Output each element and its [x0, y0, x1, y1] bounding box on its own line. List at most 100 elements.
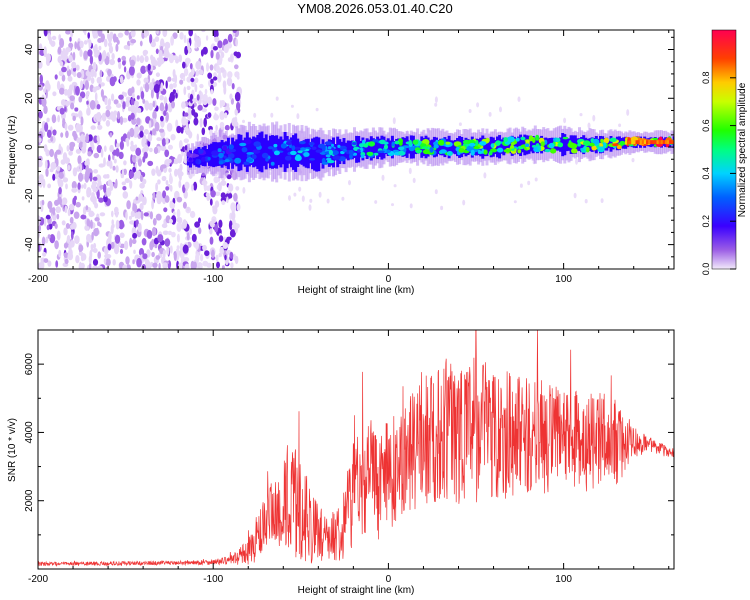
- heatmap-noise-cell: [94, 86, 101, 91]
- heatmap-noise-cell: [118, 94, 124, 100]
- heatmap-noise-cell: [178, 54, 183, 63]
- heatmap-band-cell: [291, 145, 296, 151]
- heatmap-noise-cell: [62, 177, 69, 183]
- heatmap-noise-cell: [47, 234, 51, 239]
- heatmap-band-cell: [222, 145, 228, 151]
- heatmap-band-cell: [246, 152, 254, 155]
- heatmap-noise-cell: [65, 130, 69, 139]
- heatmap-noise-cell: [165, 102, 168, 112]
- colorbar-ticks: 0.0 0.2 0.4 0.6 0.8: [701, 72, 736, 275]
- heatmap-band-cell: [228, 144, 234, 150]
- heatmap-noise-cell: [139, 182, 145, 189]
- heatmap-noise-cell: [186, 232, 190, 241]
- heatmap-band-core: [453, 140, 457, 155]
- heatmap-noise-cell: [513, 200, 517, 204]
- heatmap-noise-cell: [154, 244, 158, 249]
- heatmap-band-core: [283, 132, 287, 172]
- heatmap-band-core: [233, 141, 237, 165]
- heatmap-noise-cell: [631, 158, 635, 163]
- heatmap-noise-cell: [54, 223, 58, 229]
- heatmap-band-cell: [217, 148, 222, 153]
- heatmap-noise-cell: [69, 216, 74, 224]
- heatmap-noise-cell: [211, 219, 216, 224]
- heatmap-band-core: [397, 138, 401, 156]
- heatmap-noise-cell: [341, 196, 345, 201]
- heatmap-noise-cell: [195, 60, 202, 70]
- heatmap-noise-cell: [86, 100, 89, 105]
- heatmap-band-cell: [415, 149, 422, 154]
- heatmap-noise-cell: [119, 140, 124, 150]
- heatmap-noise-cell: [235, 223, 240, 229]
- heatmap-noise-cell: [138, 193, 144, 202]
- heatmap-noise-cell: [136, 257, 142, 268]
- heatmap-noise-cell: [87, 49, 93, 57]
- heatmap-noise-cell: [92, 248, 98, 253]
- heatmap-noise-cell: [203, 177, 206, 187]
- heatmap-noise-cell: [141, 264, 147, 269]
- heatmap-noise-cell: [206, 262, 212, 268]
- heatmap-noise-cell: [74, 235, 80, 245]
- snr-y-tick-label: 4000: [24, 421, 35, 444]
- heatmap-noise-cell: [160, 164, 167, 169]
- heatmap-noise-cell: [75, 255, 80, 264]
- heatmap-noise-cell: [233, 192, 238, 202]
- heatmap-noise-cell: [534, 177, 538, 182]
- heatmap-noise-cell: [99, 69, 103, 78]
- heatmap-noise-cell: [163, 207, 168, 213]
- heatmap-band-cell: [327, 160, 335, 164]
- heatmap-noise-cell: [126, 264, 131, 269]
- heatmap-band-cell: [218, 152, 224, 159]
- heatmap-noise-cell: [49, 148, 54, 158]
- heatmap-noise-cell: [75, 123, 81, 133]
- heatmap-band-peak: [629, 140, 633, 145]
- heatmap-noise-cell: [43, 30, 48, 37]
- heatmap-noise-cell: [217, 40, 223, 49]
- heatmap-noise-cell: [178, 140, 183, 150]
- heatmap-band-cell: [273, 143, 278, 148]
- heatmap-noise-cell: [50, 161, 57, 170]
- heatmap-band-cell: [483, 149, 488, 155]
- heatmap-noise-cell: [61, 220, 66, 226]
- heatmap-band-core: [380, 135, 384, 160]
- heatmap-noise-cell: [98, 197, 104, 203]
- heatmap-noise-cell: [157, 234, 164, 243]
- heatmap-noise-cell: [92, 31, 99, 39]
- heatmap-noise-cell: [112, 149, 118, 156]
- heatmap-noise-cell: [184, 181, 190, 190]
- heatmap-noise-cell: [115, 211, 119, 218]
- heatmap-y-tick-label: 20: [24, 92, 35, 104]
- heatmap-band-core: [388, 140, 392, 154]
- heatmap-noise-cell: [198, 227, 202, 235]
- heatmap-noise-cell: [253, 112, 257, 118]
- heatmap-noise-cell: [43, 258, 49, 263]
- heatmap-noise-cell: [143, 212, 149, 217]
- heatmap-noise-cell: [57, 177, 61, 185]
- heatmap-noise-cell: [70, 224, 75, 230]
- heatmap-noise-cell: [137, 158, 142, 167]
- heatmap-noise-cell: [87, 107, 90, 112]
- heatmap-noise-cell: [78, 172, 84, 182]
- heatmap-band-core: [508, 138, 512, 154]
- heatmap-noise-cell: [152, 218, 157, 226]
- heatmap-noise-cell: [152, 192, 156, 200]
- heatmap-noise-cell: [179, 242, 183, 253]
- heatmap-noise-cell: [63, 227, 68, 236]
- heatmap-noise-cell: [130, 140, 134, 147]
- heatmap-noise-cell: [61, 74, 66, 82]
- heatmap-y-tick-label: -40: [24, 237, 35, 252]
- heatmap-noise-cell: [87, 151, 92, 157]
- heatmap-noise-cell: [115, 219, 120, 230]
- heatmap-noise-cell: [155, 72, 160, 77]
- heatmap-noise-cell: [163, 110, 167, 117]
- heatmap-noise-cell: [182, 219, 187, 229]
- heatmap-noise-cell: [130, 144, 136, 152]
- heatmap-noise-cell: [408, 167, 412, 175]
- heatmap-band-core: [247, 137, 251, 167]
- heatmap-noise-cell: [227, 71, 233, 79]
- heatmap-noise-cell: [235, 186, 240, 191]
- heatmap-noise-cell: [51, 35, 57, 41]
- heatmap-noise-cell: [108, 45, 114, 54]
- heatmap-noise-cell: [183, 86, 187, 96]
- heatmap-noise-cell: [62, 118, 66, 125]
- heatmap-noise-cell: [165, 186, 170, 191]
